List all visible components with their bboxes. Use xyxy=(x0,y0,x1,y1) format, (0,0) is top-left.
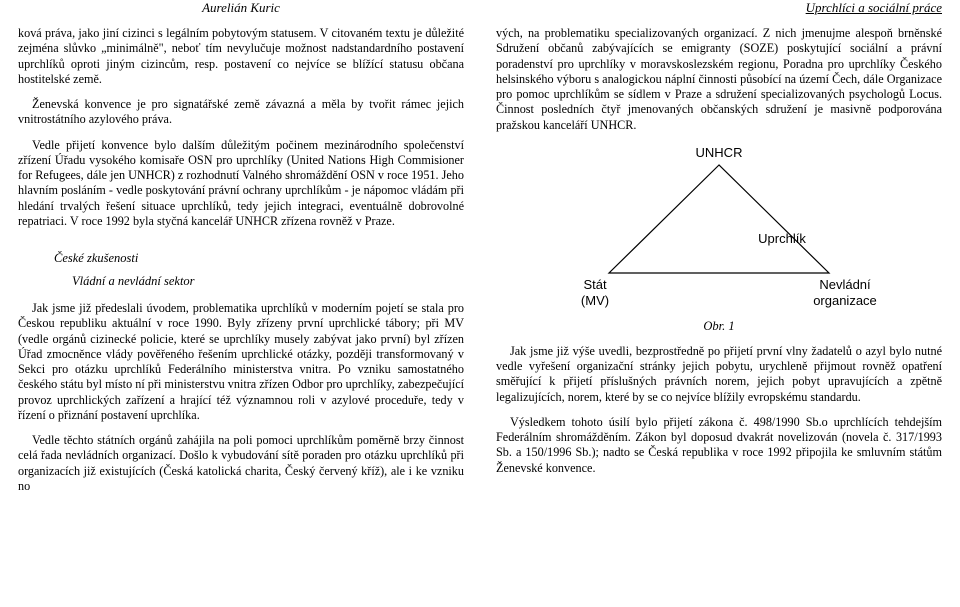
paragraph: vých, na problematiku specializovaných o… xyxy=(496,26,942,133)
paragraph: ková práva, jako jiní cizinci s legálním… xyxy=(18,26,464,87)
paragraph: Vedle přijetí konvence bylo dalším důlež… xyxy=(18,138,464,230)
diagram-label-right2: organizace xyxy=(813,293,877,308)
right-column: Uprchlíci a sociální práce vých, na prob… xyxy=(496,0,942,504)
paragraph: Jak jsme již výše uvedli, bezprostředně … xyxy=(496,344,942,405)
triangle-diagram: UNHCR Uprchlík Stát (MV) Nevládní organi… xyxy=(549,143,889,313)
paragraph: Výsledkem tohoto úsilí bylo přijetí záko… xyxy=(496,415,942,476)
diagram-label-left2: (MV) xyxy=(581,293,609,308)
diagram-label-inner: Uprchlík xyxy=(758,231,806,246)
left-header: Aurelián Kuric xyxy=(18,0,464,16)
paragraph: Vedle těchto státních orgánů zahájila na… xyxy=(18,433,464,494)
diagram-label-left1: Stát xyxy=(583,277,607,292)
figure-caption: Obr. 1 xyxy=(496,319,942,334)
subheading: České zkušenosti xyxy=(54,251,464,266)
paragraph: Ženevská konvence je pro signatářské zem… xyxy=(18,97,464,128)
paragraph: Jak jsme již předeslali úvodem, problema… xyxy=(18,301,464,423)
right-header: Uprchlíci a sociální práce xyxy=(496,0,942,16)
diagram-label-right1: Nevládní xyxy=(819,277,871,292)
left-column: Aurelián Kuric ková práva, jako jiní ciz… xyxy=(18,0,464,504)
diagram-label-top: UNHCR xyxy=(696,145,743,160)
triangle-shape xyxy=(609,165,829,273)
subheading: Vládní a nevládní sektor xyxy=(72,274,464,289)
